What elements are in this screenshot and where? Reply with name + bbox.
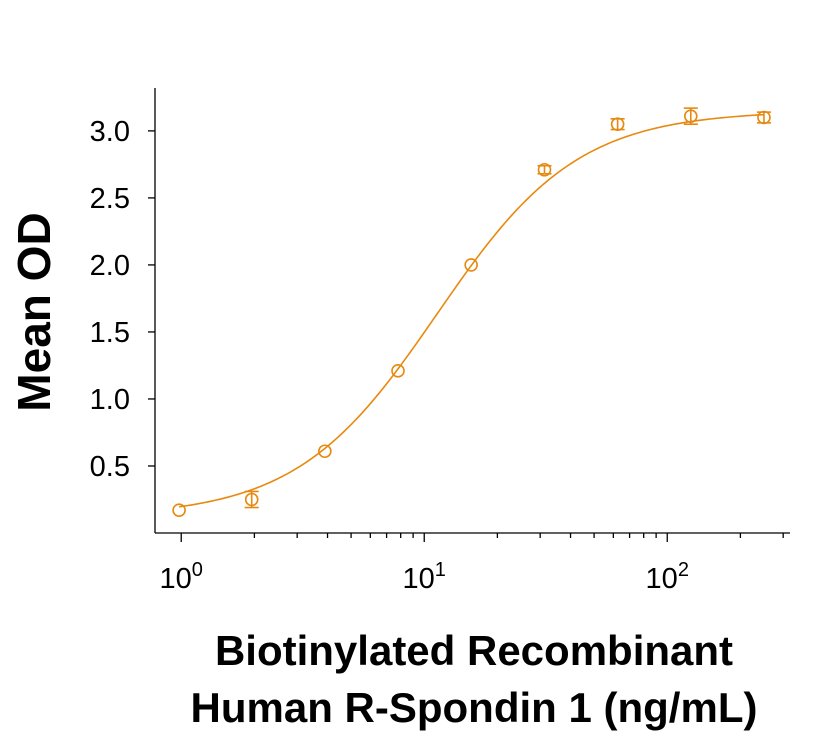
y-axis-label: Mean OD	[8, 212, 60, 411]
data-point	[172, 503, 186, 518]
y-tick-label: 0.5	[90, 451, 130, 483]
axes	[154, 88, 790, 534]
data-point	[537, 162, 552, 177]
data-point	[318, 444, 332, 459]
y-tick-label: 2.0	[90, 250, 130, 282]
y-ticks: 0.5 1.0 1.5 2.0 2.5 3.0	[90, 116, 155, 483]
x-tick-label: 102	[646, 559, 689, 595]
data-points	[172, 107, 771, 518]
x-tick-label: 101	[403, 559, 446, 595]
y-tick-label: 2.5	[90, 183, 130, 215]
x-ticks: 100 101 102	[160, 533, 784, 595]
x-axis-label-line-1: Biotinylated Recombinant	[215, 627, 733, 674]
data-point	[610, 117, 625, 131]
data-point	[391, 364, 405, 378]
x-axis-label-line-2: Human R-Spondin 1 (ng/mL)	[191, 684, 758, 731]
data-point	[757, 110, 771, 125]
y-tick-label: 1.5	[90, 317, 130, 349]
fit-curve	[178, 113, 764, 508]
data-point	[683, 109, 698, 123]
y-tick-label: 1.0	[90, 384, 130, 416]
data-point	[464, 258, 478, 272]
x-tick-label: 100	[160, 559, 203, 595]
data-point	[244, 492, 259, 507]
y-tick-label: 3.0	[90, 116, 130, 148]
